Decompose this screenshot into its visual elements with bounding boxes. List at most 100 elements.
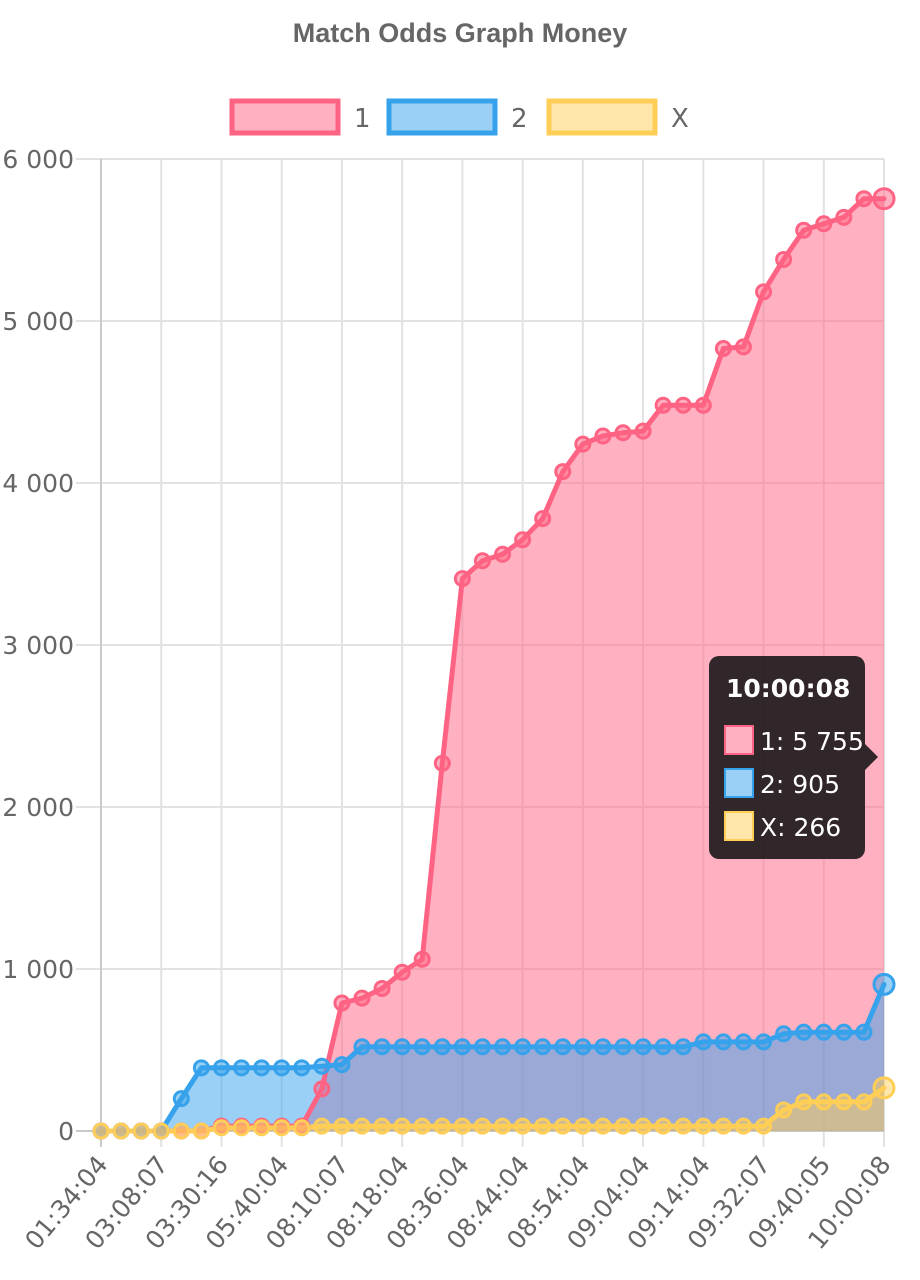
data-point-1[interactable] bbox=[594, 427, 612, 445]
data-point-1[interactable] bbox=[815, 215, 833, 233]
data-point-X[interactable] bbox=[233, 1119, 251, 1137]
data-point-1[interactable] bbox=[534, 510, 552, 528]
data-point-2[interactable] bbox=[872, 972, 896, 996]
data-point-2[interactable] bbox=[253, 1059, 271, 1077]
data-point-1[interactable] bbox=[333, 994, 351, 1012]
data-point-2[interactable] bbox=[373, 1038, 391, 1056]
data-point-2[interactable] bbox=[594, 1038, 612, 1056]
data-point-X[interactable] bbox=[212, 1119, 230, 1137]
data-point-1[interactable] bbox=[373, 979, 391, 997]
data-point-X[interactable] bbox=[694, 1117, 712, 1135]
data-point-2[interactable] bbox=[734, 1033, 752, 1051]
data-point-2[interactable] bbox=[393, 1038, 411, 1056]
data-point-2[interactable] bbox=[534, 1038, 552, 1056]
data-point-2[interactable] bbox=[473, 1038, 491, 1056]
data-point-1[interactable] bbox=[855, 190, 873, 208]
data-point-2[interactable] bbox=[755, 1033, 773, 1051]
data-point-1[interactable] bbox=[413, 950, 431, 968]
data-point-X[interactable] bbox=[714, 1117, 732, 1135]
data-point-1[interactable] bbox=[574, 435, 592, 453]
data-point-2[interactable] bbox=[574, 1038, 592, 1056]
legend-item-1[interactable]: 1 bbox=[229, 98, 371, 136]
data-point-X[interactable] bbox=[253, 1119, 271, 1137]
data-point-1[interactable] bbox=[514, 531, 532, 549]
data-point-X[interactable] bbox=[654, 1117, 672, 1135]
data-point-2[interactable] bbox=[494, 1038, 512, 1056]
data-point-X[interactable] bbox=[313, 1117, 331, 1135]
data-point-1[interactable] bbox=[654, 396, 672, 414]
data-point-1[interactable] bbox=[433, 754, 451, 772]
legend-item-2[interactable]: 2 bbox=[386, 98, 528, 136]
data-point-X[interactable] bbox=[734, 1117, 752, 1135]
data-point-X[interactable] bbox=[514, 1117, 532, 1135]
data-point-1[interactable] bbox=[554, 463, 572, 481]
data-point-X[interactable] bbox=[273, 1119, 291, 1137]
data-point-X[interactable] bbox=[634, 1117, 652, 1135]
data-point-2[interactable] bbox=[654, 1038, 672, 1056]
data-point-X[interactable] bbox=[855, 1093, 873, 1111]
data-point-X[interactable] bbox=[494, 1117, 512, 1135]
data-point-1[interactable] bbox=[473, 552, 491, 570]
data-point-1[interactable] bbox=[674, 396, 692, 414]
data-point-2[interactable] bbox=[333, 1056, 351, 1074]
data-point-X[interactable] bbox=[192, 1122, 210, 1140]
data-point-2[interactable] bbox=[554, 1038, 572, 1056]
data-point-X[interactable] bbox=[293, 1119, 311, 1137]
data-point-1[interactable] bbox=[614, 424, 632, 442]
data-point-2[interactable] bbox=[192, 1059, 210, 1077]
data-point-2[interactable] bbox=[453, 1038, 471, 1056]
data-point-1[interactable] bbox=[634, 422, 652, 440]
data-point-2[interactable] bbox=[674, 1038, 692, 1056]
data-point-1[interactable] bbox=[694, 396, 712, 414]
series-points[interactable] bbox=[92, 187, 896, 1140]
data-point-X[interactable] bbox=[373, 1117, 391, 1135]
data-point-X[interactable] bbox=[614, 1117, 632, 1135]
data-point-X[interactable] bbox=[152, 1122, 170, 1140]
data-point-2[interactable] bbox=[273, 1059, 291, 1077]
data-point-X[interactable] bbox=[534, 1117, 552, 1135]
data-point-2[interactable] bbox=[313, 1057, 331, 1075]
data-point-2[interactable] bbox=[433, 1038, 451, 1056]
data-point-1[interactable] bbox=[872, 187, 896, 211]
data-point-X[interactable] bbox=[872, 1076, 896, 1100]
data-point-X[interactable] bbox=[554, 1117, 572, 1135]
data-point-2[interactable] bbox=[634, 1038, 652, 1056]
data-point-2[interactable] bbox=[212, 1059, 230, 1077]
data-point-X[interactable] bbox=[674, 1117, 692, 1135]
legend[interactable]: 1 2 X bbox=[229, 98, 689, 136]
data-point-2[interactable] bbox=[815, 1023, 833, 1041]
data-point-2[interactable] bbox=[835, 1023, 853, 1041]
data-point-2[interactable] bbox=[514, 1038, 532, 1056]
data-point-2[interactable] bbox=[353, 1038, 371, 1056]
data-point-X[interactable] bbox=[112, 1122, 130, 1140]
data-point-X[interactable] bbox=[132, 1122, 150, 1140]
data-point-2[interactable] bbox=[694, 1033, 712, 1051]
data-point-X[interactable] bbox=[594, 1117, 612, 1135]
data-point-2[interactable] bbox=[293, 1059, 311, 1077]
data-point-X[interactable] bbox=[353, 1117, 371, 1135]
data-point-2[interactable] bbox=[614, 1038, 632, 1056]
data-point-2[interactable] bbox=[714, 1033, 732, 1051]
data-point-X[interactable] bbox=[172, 1122, 190, 1140]
data-point-1[interactable] bbox=[734, 338, 752, 356]
data-point-1[interactable] bbox=[353, 989, 371, 1007]
data-point-1[interactable] bbox=[835, 208, 853, 226]
data-point-X[interactable] bbox=[795, 1093, 813, 1111]
legend-item-X[interactable]: X bbox=[546, 98, 689, 136]
data-point-X[interactable] bbox=[473, 1117, 491, 1135]
data-point-X[interactable] bbox=[92, 1122, 110, 1140]
data-point-1[interactable] bbox=[494, 545, 512, 563]
data-point-X[interactable] bbox=[775, 1101, 793, 1119]
data-point-2[interactable] bbox=[855, 1023, 873, 1041]
data-point-1[interactable] bbox=[453, 570, 471, 588]
data-point-2[interactable] bbox=[172, 1090, 190, 1108]
data-point-1[interactable] bbox=[714, 340, 732, 358]
data-point-X[interactable] bbox=[755, 1117, 773, 1135]
data-point-X[interactable] bbox=[393, 1117, 411, 1135]
data-point-X[interactable] bbox=[333, 1117, 351, 1135]
data-point-1[interactable] bbox=[775, 250, 793, 268]
data-point-X[interactable] bbox=[453, 1117, 471, 1135]
data-point-X[interactable] bbox=[815, 1093, 833, 1111]
data-point-1[interactable] bbox=[755, 283, 773, 301]
data-point-1[interactable] bbox=[393, 963, 411, 981]
